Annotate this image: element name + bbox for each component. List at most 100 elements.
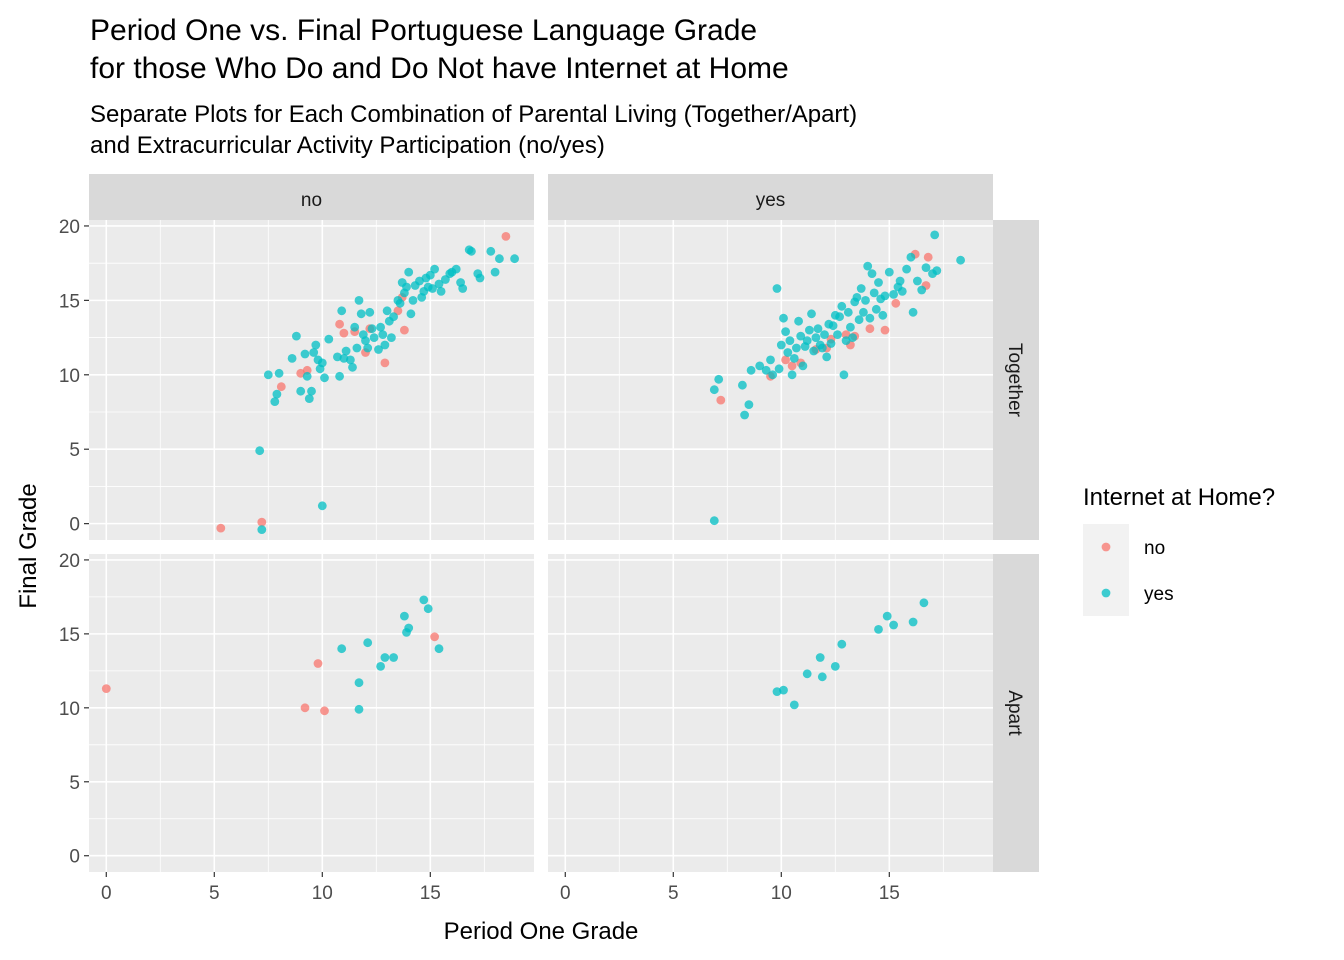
data-point-yes — [738, 380, 747, 390]
data-point-yes — [848, 333, 857, 342]
data-point-yes — [805, 325, 814, 335]
data-point-yes — [789, 354, 799, 363]
data-point-yes — [839, 370, 849, 380]
data-point-yes — [475, 273, 485, 283]
data-point-yes — [789, 700, 799, 710]
legend-label-yes: yes — [1144, 584, 1174, 605]
data-point-yes — [374, 345, 383, 354]
data-point-yes — [296, 386, 306, 396]
data-point-yes — [889, 620, 898, 630]
data-point-no — [257, 517, 267, 527]
data-point-yes — [869, 288, 879, 298]
data-point-yes — [768, 370, 778, 380]
data-point-yes — [882, 611, 892, 621]
y-tick-label: 15 — [59, 625, 80, 646]
data-point-yes — [889, 290, 898, 299]
data-point-yes — [423, 604, 433, 614]
data-point-yes — [917, 285, 927, 295]
x-tick-label: 5 — [209, 883, 220, 904]
x-tick-label: 15 — [420, 883, 441, 904]
data-point-yes — [467, 246, 476, 256]
data-point-yes — [380, 653, 390, 662]
data-point-yes — [746, 365, 756, 375]
data-point-yes — [389, 312, 398, 322]
data-point-yes — [354, 296, 364, 305]
data-point-yes — [317, 358, 327, 368]
data-point-yes — [270, 397, 280, 406]
chart-title-line-2: for those Who Do and Do Not have Interne… — [90, 52, 789, 85]
data-point-yes — [822, 352, 832, 362]
data-point-no — [380, 358, 390, 368]
x-tick-label: 0 — [101, 883, 112, 904]
legend-label-no: no — [1144, 538, 1165, 559]
data-point-no — [880, 325, 890, 335]
data-point-yes — [378, 330, 388, 339]
y-tick-label: 10 — [59, 699, 80, 720]
data-point-yes — [906, 252, 916, 262]
legend-title: Internet at Home? — [1083, 484, 1275, 511]
data-point-yes — [363, 343, 373, 353]
data-point-yes — [802, 669, 812, 679]
x-tick-label: 5 — [668, 883, 679, 904]
data-point-yes — [908, 617, 918, 627]
data-point-yes — [787, 370, 797, 380]
data-point-no — [400, 325, 409, 335]
data-point-yes — [837, 639, 847, 649]
data-point-yes — [389, 653, 398, 662]
y-tick-label: 0 — [69, 847, 80, 868]
facet-strip-row-label: Together — [1004, 343, 1025, 418]
data-point-yes — [307, 386, 316, 396]
data-point-yes — [495, 254, 504, 264]
data-point-yes — [932, 266, 942, 275]
y-tick-label: 15 — [59, 291, 80, 312]
chart-title-line-1: Period One vs. Final Portuguese Language… — [90, 14, 757, 47]
data-point-yes — [781, 327, 790, 336]
data-point-yes — [406, 309, 416, 319]
panel-no-together — [89, 220, 534, 540]
data-point-yes — [380, 340, 390, 350]
data-point-yes — [852, 293, 862, 302]
data-point-yes — [490, 267, 500, 277]
data-point-yes — [317, 501, 327, 511]
chart-subtitle-line-1: Separate Plots for Each Combination of P… — [90, 101, 857, 128]
data-point-no — [787, 361, 797, 371]
data-point-yes — [921, 263, 931, 272]
data-point-yes — [815, 653, 825, 662]
data-point-yes — [837, 301, 847, 311]
data-point-yes — [843, 307, 853, 317]
data-point-yes — [341, 346, 351, 356]
data-point-yes — [400, 611, 409, 621]
data-point-yes — [796, 331, 806, 341]
data-point-no — [865, 324, 875, 334]
data-point-yes — [434, 279, 444, 289]
y-tick-label: 5 — [69, 440, 80, 461]
data-point-yes — [835, 312, 844, 322]
data-point-yes — [811, 333, 821, 342]
data-point-yes — [395, 298, 405, 308]
data-point-yes — [761, 365, 771, 375]
panel-background — [89, 554, 534, 872]
data-point-yes — [430, 264, 439, 274]
data-point-yes — [863, 261, 873, 271]
data-point-yes — [255, 446, 265, 456]
data-point-yes — [354, 678, 364, 688]
data-point-yes — [709, 516, 719, 526]
data-point-no — [716, 395, 726, 405]
y-axis-title: Final Grade — [15, 483, 42, 608]
data-point-yes — [337, 306, 347, 316]
data-point-yes — [324, 334, 334, 344]
data-point-no — [430, 632, 439, 642]
x-tick-label: 15 — [879, 883, 900, 904]
facet-strip-col-label: no — [301, 190, 322, 211]
data-point-yes — [871, 304, 881, 314]
facet-strip-col — [89, 174, 534, 220]
data-point-yes — [807, 309, 816, 319]
data-point-yes — [376, 662, 385, 671]
data-point-no — [276, 382, 286, 392]
data-point-yes — [387, 333, 396, 342]
data-point-yes — [908, 307, 918, 317]
data-point-yes — [436, 287, 446, 296]
data-point-yes — [361, 336, 370, 345]
data-point-yes — [902, 264, 911, 274]
